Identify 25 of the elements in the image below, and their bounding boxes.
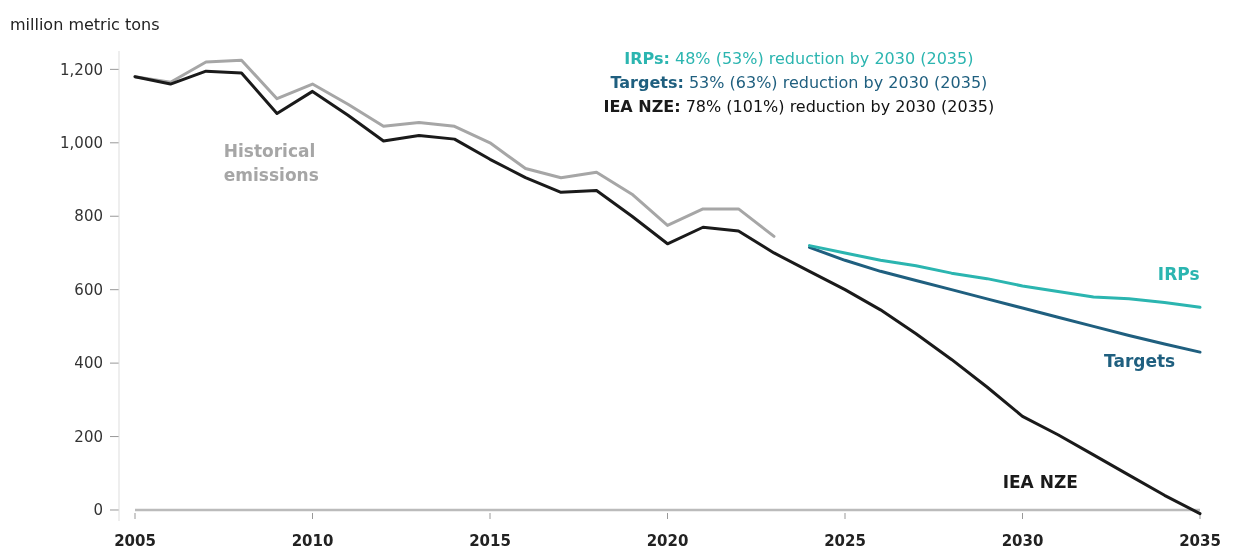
- series-label: IEA NZE: [1002, 471, 1078, 492]
- series-label: IRPs: [1157, 264, 1200, 285]
- x-tick-label: 2005: [114, 532, 156, 550]
- y-tick-label: 600: [74, 280, 103, 299]
- annotation: IRPs: 48% (53%) reduction by 2030 (2035): [624, 49, 974, 68]
- y-tick-label: 800: [74, 207, 103, 226]
- line-series: [808, 244, 1202, 309]
- y-tick-label: 1,200: [60, 60, 103, 79]
- line-series: [133, 69, 1202, 516]
- y-tick-label: 200: [74, 427, 103, 446]
- x-tick-label: 2030: [1001, 532, 1044, 550]
- line-series: [808, 245, 1202, 354]
- y-tick-label: 400: [74, 354, 103, 373]
- y-tick-label: 0: [93, 501, 103, 520]
- y-tick-label: 1,000: [60, 134, 103, 153]
- annotation: Targets: 53% (63%) reduction by 2030 (2035): [610, 73, 988, 92]
- y-axis-title: million metric tons: [10, 15, 160, 34]
- annotation: IEA NZE: 78% (101%) reduction by 2030 (2035): [603, 97, 995, 116]
- text: Historical emissions: [223, 141, 319, 186]
- x-tick-label: 2010: [291, 532, 334, 550]
- x-tick-label: 2035: [1179, 532, 1221, 550]
- x-tick-label: 2025: [824, 532, 866, 550]
- x-tick-label: 2020: [646, 532, 689, 550]
- series-label: Targets: [1104, 350, 1176, 371]
- x-tick-label: 2015: [469, 532, 511, 550]
